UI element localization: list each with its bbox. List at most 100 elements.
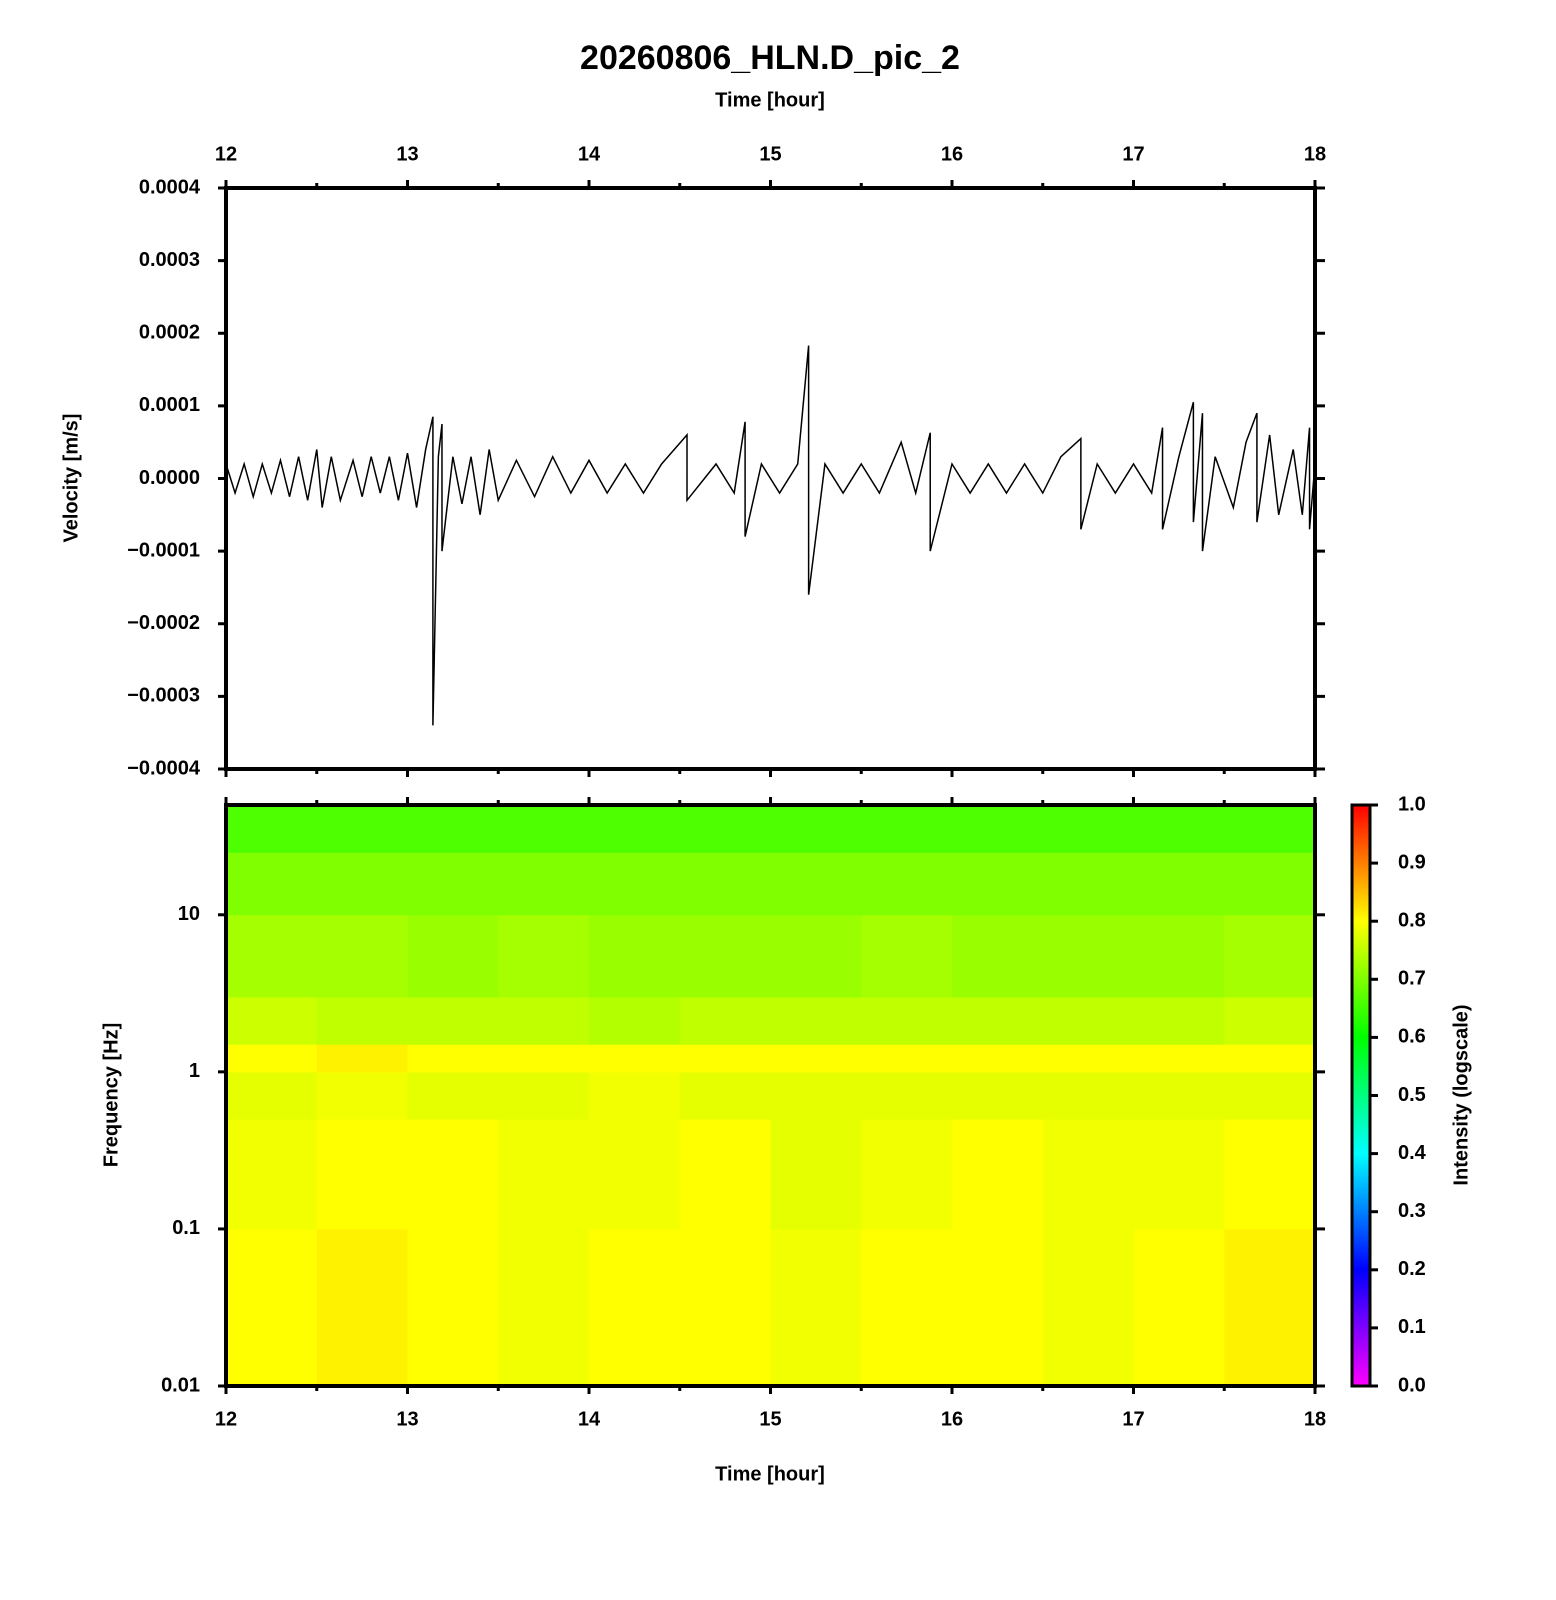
y-tick-label: 0.0002 — [139, 322, 200, 344]
heatmap-cell — [770, 1228, 862, 1387]
x-tick-label: 17 — [1122, 143, 1144, 165]
heatmap-cell — [1133, 1119, 1225, 1230]
x-tick-label: 14 — [578, 1408, 601, 1430]
colorbar-tick-label: 0.0 — [1398, 1374, 1426, 1396]
chart-title: 20260806_HLN.D_pic_2 — [580, 39, 960, 77]
heatmap-cell — [861, 805, 953, 853]
x-tick-label: 12 — [215, 1408, 237, 1430]
waveform — [225, 345, 1316, 726]
colorbar-tick-label: 0.3 — [1398, 1200, 1426, 1222]
heatmap-cell — [952, 1228, 1044, 1387]
colorbar-tick-label: 0.6 — [1398, 1026, 1426, 1048]
colorbar-tick-label: 0.1 — [1398, 1316, 1426, 1338]
y-tick-label: 0.1 — [172, 1217, 200, 1239]
x-tick-label: 15 — [759, 1408, 781, 1430]
heatmap-cell — [316, 914, 408, 998]
heatmap-cell — [770, 805, 862, 853]
heatmap-cell — [226, 852, 318, 916]
y-tick-label: 0.0004 — [139, 176, 201, 198]
heatmap-cell — [679, 996, 771, 1045]
heatmap-cell — [498, 914, 590, 998]
x-tick-label: 16 — [941, 143, 963, 165]
heatmap-cell — [498, 1071, 590, 1120]
heatmap-cell — [770, 996, 862, 1045]
y-tick-label: 1 — [189, 1060, 200, 1082]
heatmap-cell — [1042, 852, 1134, 916]
heatmap-cell — [679, 852, 771, 916]
x-tick-label: 16 — [941, 1408, 963, 1430]
colorbar-tick-label: 0.5 — [1398, 1084, 1426, 1106]
y-tick-label: 0.0000 — [139, 467, 200, 489]
colorbar-tick-label: 1.0 — [1398, 793, 1426, 815]
x-tick-label: 12 — [215, 143, 237, 165]
heatmap-cell — [1042, 914, 1134, 998]
heatmap-cell — [226, 1044, 318, 1073]
heatmap-cell — [407, 805, 499, 853]
heatmap-cell — [589, 914, 681, 998]
heatmap-cell — [498, 852, 590, 916]
heatmap-cell — [589, 1071, 681, 1120]
heatmap-cell — [226, 1071, 318, 1120]
x-tick-label: 18 — [1304, 1408, 1326, 1430]
heatmap-cell — [1224, 1228, 1316, 1387]
heatmap-cell — [1224, 914, 1316, 998]
x-tick-label: 17 — [1122, 1408, 1144, 1430]
heatmap-cell — [316, 996, 408, 1045]
y-tick-label: −0.0001 — [127, 539, 200, 561]
heatmap-cell — [226, 914, 318, 998]
heatmap-cell — [770, 1071, 862, 1120]
heatmap-cell — [952, 914, 1044, 998]
y-tick-label: 10 — [178, 903, 200, 925]
heatmap-cell — [316, 1044, 408, 1073]
heatmap-cell — [952, 996, 1044, 1045]
heatmap-cell — [1133, 996, 1225, 1045]
heatmap-cell — [1224, 805, 1316, 853]
colorbar-tick-label: 0.7 — [1398, 968, 1426, 990]
heatmap-cell — [1133, 852, 1225, 916]
y-axis-label: Frequency [Hz] — [100, 1023, 122, 1167]
colorbar-tick-label: 0.9 — [1398, 851, 1426, 873]
heatmap-cell — [1042, 1119, 1134, 1230]
heatmap-cell — [589, 1044, 681, 1073]
x-tick-label: 13 — [396, 143, 418, 165]
heatmap-cell — [226, 805, 318, 853]
colorbar-tick-label: 0.2 — [1398, 1258, 1426, 1280]
heatmap-cell — [316, 1119, 408, 1230]
heatmap-cell — [498, 1044, 590, 1073]
heatmap-cell — [226, 1119, 318, 1230]
heatmap-cell — [407, 914, 499, 998]
heatmap-cell — [316, 805, 408, 853]
x-tick-label: 18 — [1304, 143, 1326, 165]
heatmap-cell — [679, 805, 771, 853]
heatmap-cell — [1133, 1071, 1225, 1120]
colorbar-tick-label: 0.4 — [1398, 1142, 1427, 1164]
colorbar — [1350, 803, 1372, 1388]
heatmap-cell — [861, 996, 953, 1045]
heatmap-cell — [770, 1119, 862, 1230]
heatmap-cell — [1224, 1119, 1316, 1230]
colorbar-label: Intensity (logscale) — [1450, 1004, 1472, 1185]
heatmap-cell — [861, 1071, 953, 1120]
heatmap-cell — [589, 1119, 681, 1230]
heatmap-cell — [1224, 1071, 1316, 1120]
heatmap-cell — [498, 805, 590, 853]
heatmap-cell — [770, 914, 862, 998]
heatmap-cell — [952, 852, 1044, 916]
heatmap-cell — [1042, 1071, 1134, 1120]
heatmap-cell — [861, 1228, 953, 1387]
y-tick-label: −0.0004 — [127, 757, 201, 779]
heatmap-cell — [316, 1071, 408, 1120]
heatmap-cell — [679, 1228, 771, 1387]
heatmap-cell — [1224, 996, 1316, 1045]
heatmap-cell — [679, 914, 771, 998]
colorbar-tick-label: 0.8 — [1398, 909, 1426, 931]
heatmap-cell — [770, 852, 862, 916]
heatmap-cell — [407, 1071, 499, 1120]
heatmap-cell — [1224, 852, 1316, 916]
heatmap-cell — [589, 852, 681, 916]
heatmap-cell — [407, 1044, 499, 1073]
heatmap-cell — [861, 852, 953, 916]
heatmap-cell — [952, 1044, 1044, 1073]
heatmap-cell — [679, 1119, 771, 1230]
